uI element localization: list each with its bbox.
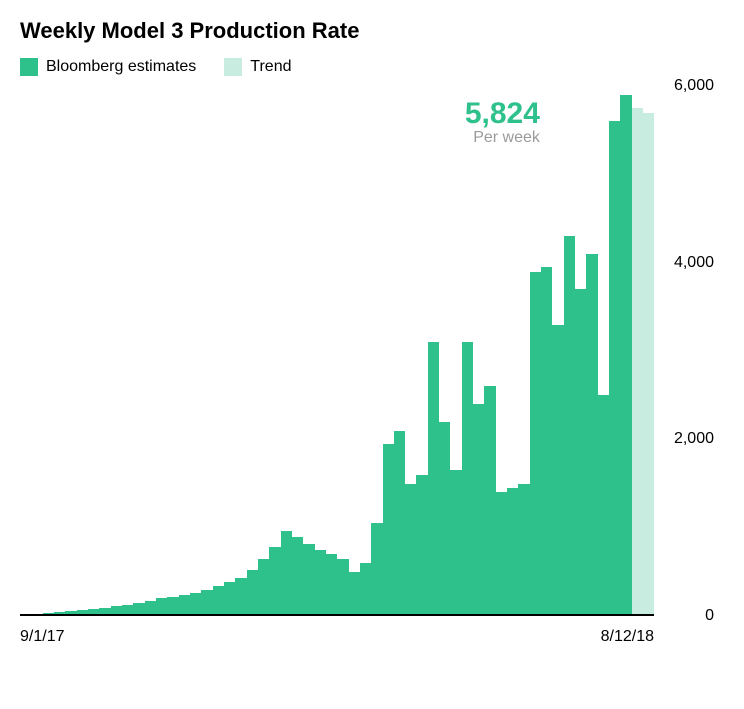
bar-estimate: [518, 484, 529, 617]
y-tick-label: 0: [705, 607, 714, 625]
legend: Bloomberg estimates Trend: [20, 58, 714, 76]
bar-estimate: [360, 563, 371, 616]
bar-estimate: [598, 395, 609, 616]
chart-title: Weekly Model 3 Production Rate: [20, 18, 714, 44]
bar-estimate: [507, 488, 518, 616]
bar-estimate: [541, 267, 552, 616]
legend-swatch-estimates: [20, 58, 38, 76]
bar-estimate: [315, 550, 326, 616]
bar-trend: [643, 113, 654, 617]
bar-estimate: [473, 404, 484, 616]
bar-estimate: [258, 559, 269, 616]
bar-estimate: [337, 559, 348, 616]
bar-estimate: [405, 484, 416, 617]
chart-area: 5,824 Per week 02,0004,0006,000 9/1/17 8…: [20, 86, 714, 646]
bars-container: [20, 86, 654, 616]
callout-value: 5,824: [465, 97, 540, 131]
y-tick-label: 2,000: [674, 430, 714, 448]
legend-item-estimates: Bloomberg estimates: [20, 58, 196, 76]
bar-estimate: [496, 492, 507, 616]
bar-estimate: [179, 595, 190, 616]
bar-estimate: [620, 95, 631, 616]
bar-estimate: [269, 547, 280, 616]
callout: 5,824 Per week: [465, 97, 540, 147]
bar-estimate: [586, 254, 597, 616]
bar-estimate: [439, 422, 450, 616]
bar-estimate: [371, 523, 382, 616]
bar-estimate: [530, 272, 541, 617]
bar-estimate: [609, 121, 620, 616]
bar-estimate: [450, 470, 461, 616]
x-label-start: 9/1/17: [20, 628, 64, 646]
plot: 5,824 Per week: [20, 86, 654, 616]
bar-estimate: [383, 444, 394, 616]
legend-swatch-trend: [224, 58, 242, 76]
bar-estimate: [428, 342, 439, 616]
bar-trend: [632, 108, 643, 616]
x-label-end: 8/12/18: [601, 628, 654, 646]
bar-estimate: [484, 386, 495, 616]
callout-sub: Per week: [465, 129, 540, 147]
x-baseline: [20, 614, 654, 616]
bar-estimate: [213, 586, 224, 616]
bar-estimate: [349, 572, 360, 616]
bar-estimate: [190, 593, 201, 616]
bar-estimate: [303, 544, 314, 616]
y-tick-label: 6,000: [674, 77, 714, 95]
bar-estimate: [326, 554, 337, 616]
bar-estimate: [564, 236, 575, 616]
x-axis: 9/1/17 8/12/18: [20, 618, 654, 646]
legend-label-trend: Trend: [250, 58, 291, 76]
legend-item-trend: Trend: [224, 58, 291, 76]
bar-estimate: [292, 537, 303, 617]
bar-estimate: [247, 570, 258, 616]
bar-estimate: [281, 531, 292, 616]
bar-estimate: [416, 475, 427, 616]
bar-estimate: [394, 431, 405, 617]
bar-estimate: [462, 342, 473, 616]
bar-estimate: [224, 582, 235, 616]
bar-estimate: [201, 590, 212, 617]
bar-estimate: [575, 289, 586, 616]
legend-label-estimates: Bloomberg estimates: [46, 58, 196, 76]
bar-estimate: [235, 578, 246, 616]
y-tick-label: 4,000: [674, 254, 714, 272]
bar-estimate: [552, 325, 563, 617]
y-axis: 02,0004,0006,000: [656, 86, 714, 616]
